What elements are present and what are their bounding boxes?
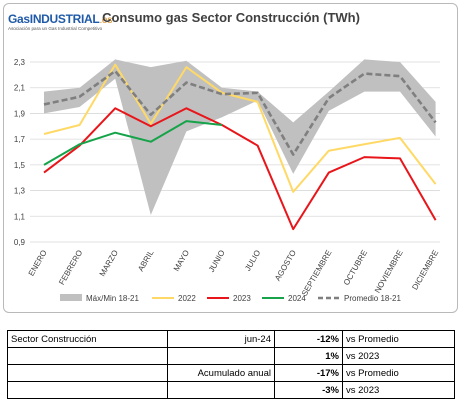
summary-table: Sector Construcción jun-24 -12% vs Prome… xyxy=(7,330,455,399)
chart-title: Consumo gas Sector Construcción (TWh) xyxy=(102,10,360,25)
change-value: -17% xyxy=(274,364,343,382)
y-tick-label: 1,5 xyxy=(14,161,26,170)
empty-cell xyxy=(7,347,168,365)
series-line-2023 xyxy=(43,107,437,231)
x-tick-label: NOVIEMBRE xyxy=(373,249,405,295)
logo-name: GasINDUSTRIAL xyxy=(8,12,100,26)
y-tick-label: 2,1 xyxy=(14,84,26,93)
legend-label: 2024 xyxy=(288,294,306,303)
change-label: vs Promedio xyxy=(342,330,455,348)
y-tick-label: 1,7 xyxy=(14,135,26,144)
period-label: jun-24 xyxy=(167,330,275,348)
change-label: vs Promedio xyxy=(342,364,455,382)
change-value: 1% xyxy=(274,347,343,365)
change-label: vs 2023 xyxy=(342,347,455,365)
table-row: -3% vs 2023 xyxy=(7,381,455,399)
table-row: Sector Construcción jun-24 -12% vs Prome… xyxy=(7,330,455,348)
legend-label: Máx/Min 18-21 xyxy=(86,294,139,303)
x-tick-label: MARZO xyxy=(98,249,120,279)
change-value: -3% xyxy=(274,381,343,399)
legend-swatch-band xyxy=(60,294,82,301)
table-row: 1% vs 2023 xyxy=(7,347,455,365)
x-tick-label: FEBRERO xyxy=(57,249,84,287)
legend-label: 2023 xyxy=(233,294,251,303)
x-tick-label: DICIEMBRE xyxy=(410,249,440,292)
empty-cell xyxy=(167,381,275,399)
x-tick-label: JULIO xyxy=(243,249,262,273)
empty-cell xyxy=(7,381,168,399)
y-tick-label: 1,1 xyxy=(14,212,26,221)
consumption-line-chart: 0,9 1,1 1,3 1,5 1,7 1,9 2,1 2,3 ENERO FEBRERO MARZ… xyxy=(14,58,440,303)
logo-suffix: .es xyxy=(99,15,112,26)
logo-tagline: Asociación para un Gas Industrial Compet… xyxy=(8,26,103,31)
gasindustrial-logo: GasINDUSTRIAL.es Asociación para un Gas … xyxy=(8,12,112,32)
change-value: -12% xyxy=(274,330,343,348)
legend-label: 2022 xyxy=(178,294,196,303)
x-tick-label: OCTUBRE xyxy=(342,249,369,287)
x-tick-label: MAYO xyxy=(172,249,191,273)
y-tick-label: 1,3 xyxy=(14,187,26,196)
empty-cell xyxy=(7,364,168,382)
series-line-2024 xyxy=(43,120,223,166)
x-tick-label: ENERO xyxy=(27,249,49,278)
x-tick-label: JUNIO xyxy=(207,249,227,274)
x-tick-label: AGOSTO xyxy=(273,249,298,283)
sector-label: Sector Construcción xyxy=(7,330,168,348)
x-tick-label: ABRIL xyxy=(136,248,156,273)
band-area-max-min xyxy=(44,59,436,215)
y-tick-label: 1,9 xyxy=(14,109,26,118)
series-line-promedio-18-21 xyxy=(43,69,437,156)
y-tick-label: 0,9 xyxy=(14,238,26,247)
accum-label: Acumulado anual xyxy=(167,364,275,382)
change-label: vs 2023 xyxy=(342,381,455,399)
x-tick-label: SEPTIEMBRE xyxy=(300,249,334,298)
legend-label: Promedio 18-21 xyxy=(344,294,401,303)
empty-cell xyxy=(167,347,275,365)
table-row: Acumulado anual -17% vs Promedio xyxy=(7,364,455,382)
y-tick-label: 2,3 xyxy=(14,58,26,67)
